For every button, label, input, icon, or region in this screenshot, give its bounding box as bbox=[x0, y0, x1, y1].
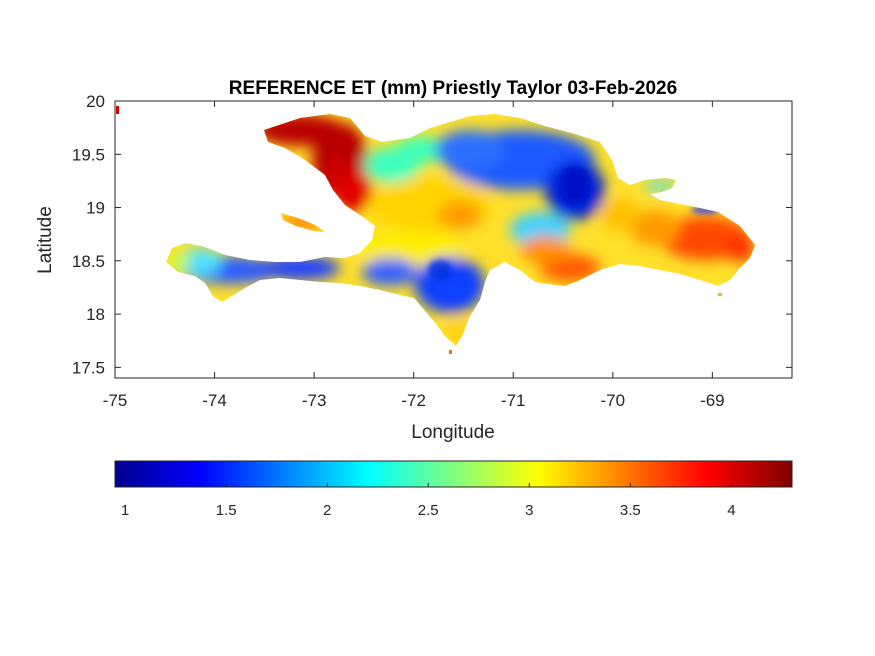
colorbar-tick-label: 3.5 bbox=[620, 502, 641, 519]
x-axis: -75 -74 -73 -72 -71 -70 -69 bbox=[103, 101, 725, 410]
colorbar-tick-label: 3 bbox=[525, 502, 533, 519]
y-tick-label: 18 bbox=[86, 305, 105, 324]
y-tick-label: 20 bbox=[86, 92, 105, 111]
axes-frame bbox=[114, 100, 793, 379]
colorbar-tick-label: 2 bbox=[323, 502, 331, 519]
offshore-speck bbox=[718, 293, 722, 296]
y-axis-label: Latitude bbox=[35, 206, 56, 274]
colorbar-tick-label: 1 bbox=[121, 502, 129, 519]
x-tick-label: -72 bbox=[401, 391, 426, 410]
chart-title: REFERENCE ET (mm) Priestly Taylor 03-Feb… bbox=[229, 78, 677, 99]
colorbar-tick-label: 4 bbox=[727, 502, 735, 519]
colorbar-ticks: 1 1.5 2 2.5 3 3.5 4 bbox=[121, 483, 736, 519]
x-tick-label: -74 bbox=[202, 391, 227, 410]
y-tick-label: 19 bbox=[86, 199, 105, 218]
x-tick-label: -75 bbox=[103, 391, 128, 410]
colorbar bbox=[114, 460, 793, 488]
y-tick-label: 18.5 bbox=[72, 252, 105, 271]
x-tick-label: -70 bbox=[601, 391, 626, 410]
x-tick-label: -71 bbox=[501, 391, 526, 410]
offshore-speck bbox=[116, 106, 119, 114]
colorbar-tick-label: 2.5 bbox=[418, 502, 439, 519]
colorbar-tick-label: 1.5 bbox=[216, 502, 237, 519]
offshore-speck bbox=[449, 350, 452, 354]
x-tick-label: -73 bbox=[302, 391, 327, 410]
x-axis-label: Longitude bbox=[411, 422, 494, 443]
x-tick-label: -69 bbox=[700, 391, 725, 410]
y-tick-label: 19.5 bbox=[72, 145, 105, 164]
y-tick-label: 17.5 bbox=[72, 358, 105, 377]
y-axis: 17.5 18 18.5 19 19.5 20 bbox=[72, 92, 792, 377]
